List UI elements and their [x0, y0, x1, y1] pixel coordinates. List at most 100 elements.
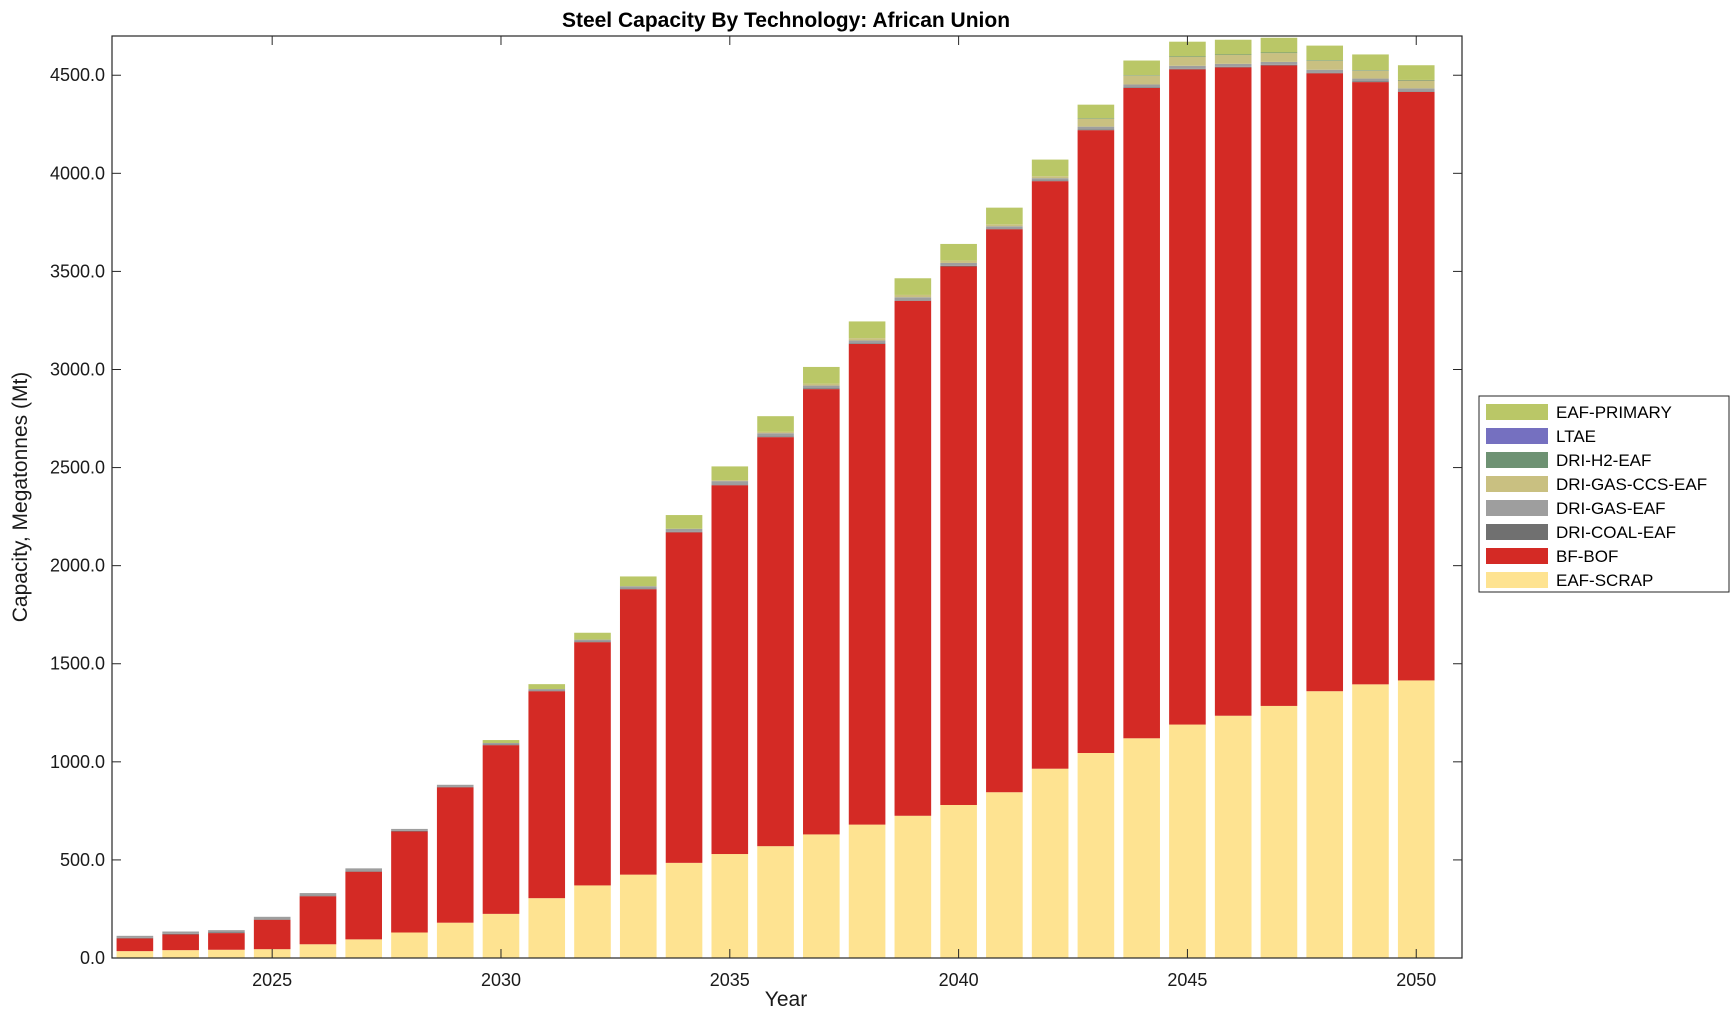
bar-stack-2034: [665, 515, 703, 958]
bar-segment-dri-coal-eaf-2033: [619, 588, 657, 590]
bar-segment-eaf-scrap-2048: [1306, 691, 1344, 958]
bar-segment-dri-coal-eaf-2026: [299, 895, 337, 897]
bar-segment-dri-gas-eaf-2033: [619, 586, 657, 589]
bar-segment-dri-coal-eaf-2050: [1397, 91, 1435, 92]
bar-segment-eaf-scrap-2035: [711, 854, 749, 958]
bar-segment-dri-gas-eaf-2036: [757, 433, 794, 437]
legend-swatch: [1486, 548, 1548, 564]
y-tick-label: 4000.0: [50, 163, 105, 183]
bar-segment-bf-bof-2029: [436, 787, 474, 923]
legend-item-eaf-scrap: EAF-SCRAP: [1486, 571, 1653, 590]
y-tick-label: 2000.0: [50, 556, 105, 576]
bar-stack-2040: [940, 243, 977, 958]
bar-stack-2022: [116, 935, 154, 958]
y-tick-label: 1500.0: [50, 654, 105, 674]
bar-segment-dri-coal-eaf-2041: [986, 228, 1023, 230]
x-axis-title: Year: [765, 988, 807, 1011]
bar-segment-eaf-scrap-2038: [848, 824, 886, 958]
y-tick-label: 2500.0: [50, 458, 105, 478]
bar-segment-dri-h2-eaf-2049: [1352, 70, 1389, 71]
bar-segment-dri-gas-eaf-2032: [574, 639, 611, 642]
bar-segment-dri-coal-eaf-2022: [116, 937, 154, 939]
bar-segment-dri-gas-eaf-2042: [1031, 178, 1069, 181]
bar-segment-eaf-primary-2033: [619, 576, 657, 587]
bar-stack-2047: [1260, 37, 1298, 958]
bar-segment-dri-gas-eaf-2040: [940, 262, 977, 266]
bar-segment-dri-coal-eaf-2039: [894, 300, 932, 301]
bar-stack-2036: [757, 416, 794, 958]
legend-label: BF-BOF: [1556, 547, 1618, 566]
bar-segment-eaf-scrap-2047: [1260, 705, 1298, 958]
bar-segment-dri-coal-eaf-2036: [757, 436, 794, 438]
bar-segment-eaf-scrap-2050: [1397, 680, 1435, 958]
bar-segment-eaf-scrap-2026: [299, 944, 337, 958]
bar-segment-eaf-primary-2034: [665, 515, 703, 529]
legend-item-dri-gas-eaf: DRI-GAS-EAF: [1486, 499, 1666, 518]
y-axis-title: Capacity, Megatonnes (Mt): [9, 372, 32, 623]
bar-stack-2041: [986, 207, 1023, 958]
x-tick-label: 2035: [710, 970, 750, 990]
legend-item-dri-h2-eaf: DRI-H2-EAF: [1486, 451, 1651, 470]
chart-title: Steel Capacity By Technology: African Un…: [562, 9, 1010, 32]
legend-swatch: [1486, 572, 1548, 588]
bar-segment-dri-coal-eaf-2027: [345, 871, 382, 872]
bar-segment-bf-bof-2048: [1306, 73, 1344, 692]
bar-stack-2043: [1077, 104, 1115, 958]
bar-segment-dri-coal-eaf-2049: [1352, 81, 1389, 83]
bar-segment-bf-bof-2039: [894, 300, 932, 816]
bar-segment-dri-gas-eaf-2027: [345, 868, 382, 872]
bar-segment-eaf-primary-2042: [1031, 159, 1069, 177]
bar-segment-dri-coal-eaf-2045: [1169, 68, 1206, 70]
bar-segment-bf-bof-2041: [986, 229, 1023, 793]
legend-swatch: [1486, 524, 1548, 540]
bar-segment-dri-gas-eaf-2050: [1397, 88, 1435, 92]
bar-segment-eaf-primary-2050: [1397, 65, 1435, 80]
legend-label: LTAE: [1556, 427, 1596, 446]
bar-segment-dri-coal-eaf-2030: [482, 744, 520, 746]
bar-stack-2038: [848, 321, 886, 958]
bar-stack-2026: [299, 893, 337, 958]
bar-segment-dri-coal-eaf-2044: [1123, 87, 1160, 88]
bar-segment-dri-coal-eaf-2038: [848, 343, 886, 344]
bar-segment-dri-gas-eaf-2037: [803, 385, 840, 389]
bar-segment-eaf-scrap-2033: [619, 874, 657, 958]
bar-segment-eaf-scrap-2046: [1214, 715, 1252, 958]
bar-segment-bf-bof-2024: [208, 933, 245, 950]
bar-segment-dri-h2-eaf-2044: [1123, 75, 1160, 76]
y-tick-label: 3500.0: [50, 261, 105, 281]
bar-segment-dri-gas-eaf-2038: [848, 340, 886, 344]
bar-segment-eaf-scrap-2032: [574, 885, 611, 958]
bar-segment-dri-gas-ccs-eaf-2043: [1077, 118, 1115, 127]
bar-stack-2044: [1123, 60, 1160, 958]
bar-segment-dri-gas-ccs-eaf-2050: [1397, 80, 1435, 89]
bar-segment-dri-gas-eaf-2022: [116, 935, 154, 938]
bar-segment-dri-coal-eaf-2047: [1260, 64, 1298, 66]
bar-segment-dri-gas-eaf-2034: [665, 528, 703, 532]
bar-stack-2042: [1031, 159, 1069, 958]
bar-segment-eaf-scrap-2029: [436, 922, 474, 958]
bar-segment-dri-gas-ccs-eaf-2049: [1352, 70, 1389, 79]
legend-swatch: [1486, 404, 1548, 420]
y-tick-label: 0.0: [80, 948, 105, 968]
bar-segment-bf-bof-2038: [848, 343, 886, 825]
bar-segment-dri-gas-eaf-2039: [894, 297, 932, 301]
bar-segment-dri-gas-eaf-2045: [1169, 65, 1206, 69]
legend-item-ltae: LTAE: [1486, 427, 1596, 446]
bar-stack-2029: [436, 784, 474, 958]
bar-segment-eaf-primary-2043: [1077, 104, 1115, 119]
y-tick-label: 3000.0: [50, 359, 105, 379]
bar-segment-dri-coal-eaf-2028: [391, 830, 428, 832]
bar-segment-dri-gas-ccs-eaf-2046: [1214, 55, 1252, 64]
bar-segment-eaf-primary-2040: [940, 243, 977, 261]
bar-segment-eaf-scrap-2040: [940, 804, 977, 958]
bar-segment-dri-h2-eaf-2048: [1306, 60, 1344, 61]
bar-segment-eaf-primary-2046: [1214, 39, 1252, 55]
ticks-layer: 0.0 500.0 1000.0 1500.0 2000.0 2500.0 3000.0 35…: [50, 36, 1462, 990]
bar-segment-dri-coal-eaf-2034: [665, 531, 703, 533]
bar-segment-bf-bof-2045: [1169, 69, 1206, 725]
bar-segment-dri-coal-eaf-2023: [162, 933, 199, 935]
bar-segment-eaf-primary-2037: [803, 366, 840, 384]
bar-segment-dri-gas-eaf-2031: [528, 689, 566, 691]
bar-segment-bf-bof-2044: [1123, 87, 1160, 739]
